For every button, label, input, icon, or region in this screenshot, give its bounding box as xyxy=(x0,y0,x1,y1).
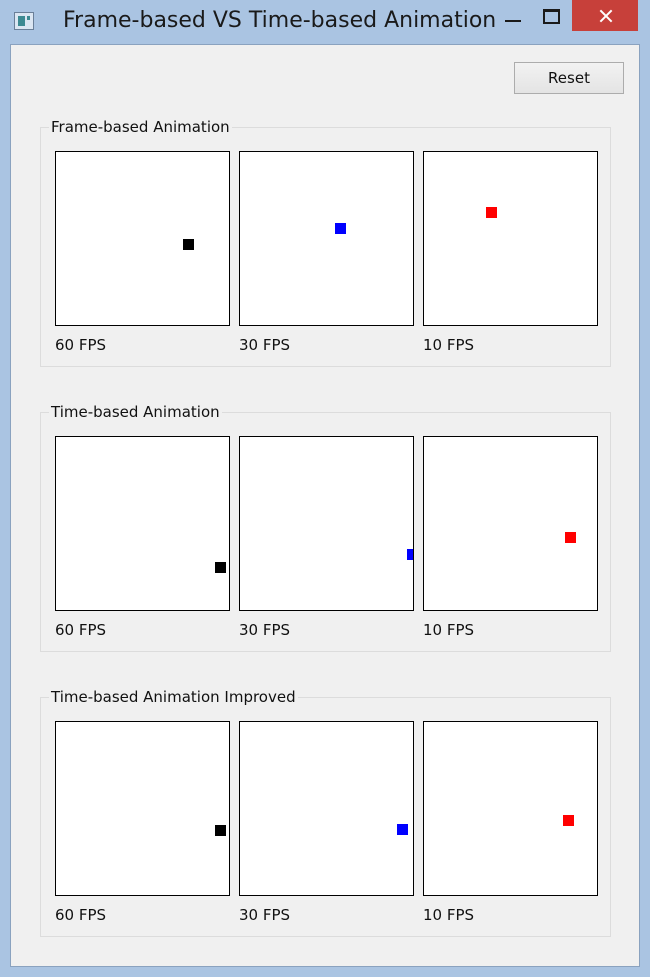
group-frame-based: Frame-based Animation 60 FPS 30 FPS 10 F… xyxy=(40,118,611,367)
fps-label: 60 FPS xyxy=(55,336,107,354)
window-title: Frame-based VS Time-based Animation xyxy=(63,8,497,33)
fps-label: 30 FPS xyxy=(239,621,291,639)
fps-label: 30 FPS xyxy=(239,906,291,924)
moving-square xyxy=(407,549,413,560)
moving-square xyxy=(397,824,408,835)
group-title: Frame-based Animation xyxy=(49,118,232,136)
group-time-based-improved: Time-based Animation Improved 60 FPS 30 … xyxy=(40,688,611,937)
close-button[interactable] xyxy=(572,0,638,31)
moving-square xyxy=(565,532,576,543)
moving-square xyxy=(486,207,497,218)
animation-panel-60fps xyxy=(55,151,230,326)
maximize-button[interactable] xyxy=(534,0,568,32)
group-time-based: Time-based Animation 60 FPS 30 FPS 10 FP… xyxy=(40,403,611,652)
animation-panel-10fps xyxy=(423,151,598,326)
client-area: Reset Frame-based Animation 60 FPS 30 FP… xyxy=(10,44,640,967)
animation-panel-30fps xyxy=(239,151,414,326)
group-title: Time-based Animation Improved xyxy=(49,688,298,706)
animation-panel-10fps xyxy=(423,436,598,611)
animation-panel-10fps xyxy=(423,721,598,896)
animation-panel-30fps xyxy=(239,721,414,896)
fps-label: 60 FPS xyxy=(55,906,107,924)
fps-label: 10 FPS xyxy=(423,336,475,354)
reset-button[interactable]: Reset xyxy=(514,62,624,94)
fps-label: 10 FPS xyxy=(423,621,475,639)
moving-square xyxy=(563,815,574,826)
app-icon xyxy=(14,12,34,30)
moving-square xyxy=(335,223,346,234)
animation-panel-60fps xyxy=(55,721,230,896)
moving-square xyxy=(215,562,226,573)
fps-label: 60 FPS xyxy=(55,621,107,639)
moving-square xyxy=(183,239,194,250)
minimize-button[interactable] xyxy=(496,0,530,32)
animation-panel-60fps xyxy=(55,436,230,611)
fps-label: 30 FPS xyxy=(239,336,291,354)
group-title: Time-based Animation xyxy=(49,403,222,421)
title-bar[interactable]: Frame-based VS Time-based Animation xyxy=(0,0,650,44)
fps-label: 10 FPS xyxy=(423,906,475,924)
animation-panel-30fps xyxy=(239,436,414,611)
moving-square xyxy=(215,825,226,836)
